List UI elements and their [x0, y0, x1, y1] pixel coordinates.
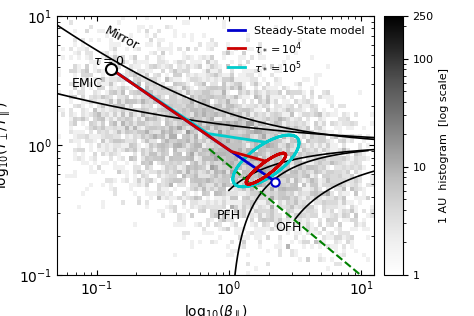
X-axis label: log$_{10}$($\beta_\parallel$): log$_{10}$($\beta_\parallel$) [184, 304, 247, 316]
Text: Mirror: Mirror [102, 24, 141, 52]
Text: $\tau = 0$: $\tau = 0$ [93, 55, 126, 68]
Legend: Steady-State model, $\tau_* = 10^4$, $\tau_* = 10^5$: Steady-State model, $\tau_* = 10^4$, $\t… [224, 21, 369, 79]
Text: OFH: OFH [275, 221, 301, 234]
Y-axis label: log$_{10}$($T_\perp$/$T_\parallel$): log$_{10}$($T_\perp$/$T_\parallel$) [0, 102, 13, 189]
Y-axis label: 1 AU  histogram  [log scale]: 1 AU histogram [log scale] [439, 68, 449, 223]
Text: PFH: PFH [217, 209, 241, 222]
Text: EMIC: EMIC [72, 77, 103, 90]
